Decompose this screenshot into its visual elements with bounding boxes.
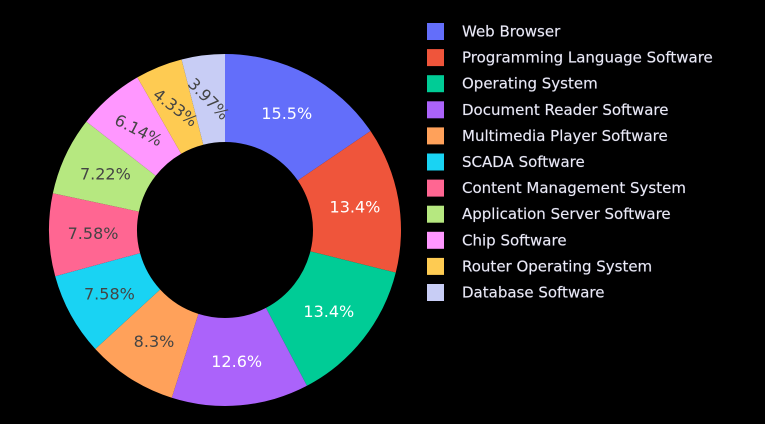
legend-item[interactable]: Application Server Software bbox=[427, 205, 671, 223]
legend-label: Web Browser bbox=[462, 23, 561, 41]
slice-database-software[interactable] bbox=[181, 54, 225, 145]
slice-document-reader-software[interactable] bbox=[171, 307, 307, 407]
legend-label: Programming Language Software bbox=[462, 49, 713, 67]
legend-swatch bbox=[427, 127, 444, 145]
slice-programming-language-software[interactable] bbox=[297, 131, 401, 273]
slice-content-management-system[interactable] bbox=[49, 193, 141, 277]
legend-swatch bbox=[427, 257, 444, 275]
slice-label: 15.5% bbox=[261, 104, 312, 123]
slice-application-server-software[interactable] bbox=[52, 121, 156, 212]
slice-label: 7.22% bbox=[80, 165, 131, 184]
legend-item[interactable]: Web Browser bbox=[427, 22, 561, 41]
legend-item[interactable]: Multimedia Player Software bbox=[427, 127, 668, 145]
legend-label: Database Software bbox=[462, 284, 604, 302]
legend-item[interactable]: Router Operating System bbox=[427, 257, 652, 276]
legend-item[interactable]: Chip Software bbox=[427, 231, 567, 250]
slice-label: 13.4% bbox=[330, 197, 381, 216]
slice-router-operating-system[interactable] bbox=[137, 59, 204, 154]
legend-label: Multimedia Player Software bbox=[462, 127, 668, 145]
legend-label: Content Management System bbox=[462, 179, 686, 197]
slice-web-browser[interactable] bbox=[225, 54, 371, 181]
legend-item[interactable]: Database Software bbox=[427, 283, 605, 302]
legend-swatch bbox=[427, 153, 444, 171]
legend-swatch bbox=[427, 205, 444, 223]
donut-slices bbox=[49, 54, 401, 407]
legend-label: Application Server Software bbox=[462, 205, 671, 223]
slice-label: 13.4% bbox=[303, 302, 354, 321]
legend-swatch bbox=[427, 284, 444, 301]
slice-label: 8.3% bbox=[134, 332, 175, 351]
legend-item[interactable]: SCADA Software bbox=[427, 153, 585, 171]
legend-label: Router Operating System bbox=[462, 257, 652, 275]
legend-label: Chip Software bbox=[462, 231, 567, 249]
legend-label: Operating System bbox=[462, 75, 598, 93]
slice-scada-software[interactable] bbox=[55, 253, 161, 349]
legend-item[interactable]: Content Management System bbox=[427, 179, 686, 197]
legend-item[interactable]: Document Reader Software bbox=[427, 101, 669, 119]
legend-label: SCADA Software bbox=[462, 153, 585, 171]
slice-label: 7.58% bbox=[84, 284, 135, 303]
legend[interactable]: Web Browser Programming Language Software… bbox=[427, 22, 713, 302]
legend-swatch bbox=[427, 101, 444, 119]
slice-label: 12.6% bbox=[211, 352, 262, 371]
legend-item[interactable]: Operating System bbox=[427, 74, 598, 93]
slice-operating-system[interactable] bbox=[265, 251, 396, 386]
legend-swatch bbox=[427, 75, 444, 93]
legend-label: Document Reader Software bbox=[462, 101, 668, 119]
slice-chip-software[interactable] bbox=[86, 77, 182, 176]
slice-multimedia-player-software[interactable] bbox=[95, 289, 199, 398]
legend-swatch bbox=[427, 49, 444, 67]
legend-swatch bbox=[427, 231, 444, 249]
slice-label: 7.58% bbox=[68, 224, 119, 243]
legend-swatch bbox=[427, 23, 444, 40]
legend-swatch bbox=[427, 179, 444, 197]
legend-item[interactable]: Programming Language Software bbox=[427, 48, 713, 67]
